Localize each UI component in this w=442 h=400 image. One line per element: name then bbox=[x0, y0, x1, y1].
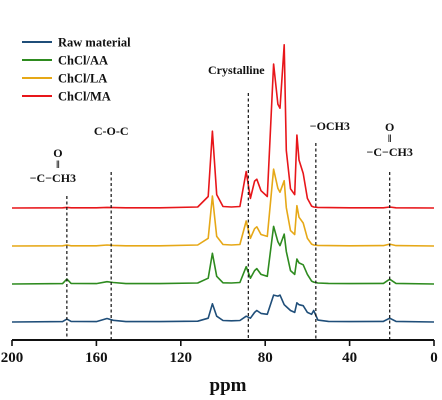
annotation-label: O bbox=[385, 120, 394, 134]
x-tick-label: 0 bbox=[430, 350, 438, 366]
annotation-label: Crystalline bbox=[208, 63, 265, 77]
spectrum-line-chcl-aa bbox=[11, 225, 435, 285]
x-tick-label: 80 bbox=[258, 350, 273, 366]
legend-label: ChCl/MA bbox=[58, 90, 111, 104]
annotation-label: −OCH3 bbox=[310, 119, 350, 133]
spectra-group bbox=[11, 44, 435, 323]
annotation-label: O bbox=[53, 146, 62, 160]
x-axis-label: ppm bbox=[210, 375, 247, 396]
x-tick-label: 120 bbox=[170, 350, 193, 366]
legend-label: ChCl/AA bbox=[58, 54, 108, 68]
spectrum-line-chcl-la bbox=[11, 168, 435, 247]
annotation-label: ‖ bbox=[388, 133, 392, 145]
annotation-label: −C−CH3 bbox=[30, 171, 76, 185]
x-axis-ticks: 200 160 120 80 40 0 bbox=[1, 340, 438, 366]
legend-label: Raw material bbox=[58, 36, 131, 50]
x-tick-label: 200 bbox=[1, 350, 24, 366]
x-tick-label: 160 bbox=[85, 350, 108, 366]
annotation-label: −C−CH3 bbox=[367, 145, 413, 159]
annotation-lines bbox=[66, 93, 391, 340]
legend: Raw material ChCl/AA ChCl/LA ChCl/MA bbox=[22, 36, 131, 104]
x-tick-label: 40 bbox=[342, 350, 357, 366]
legend-label: ChCl/LA bbox=[58, 72, 107, 86]
annotation-label: C-O-C bbox=[94, 124, 129, 138]
spectrum-line-chcl-ma bbox=[11, 44, 435, 209]
spectrum-line-raw-material bbox=[11, 294, 435, 323]
annotation-label: ‖ bbox=[56, 159, 60, 171]
